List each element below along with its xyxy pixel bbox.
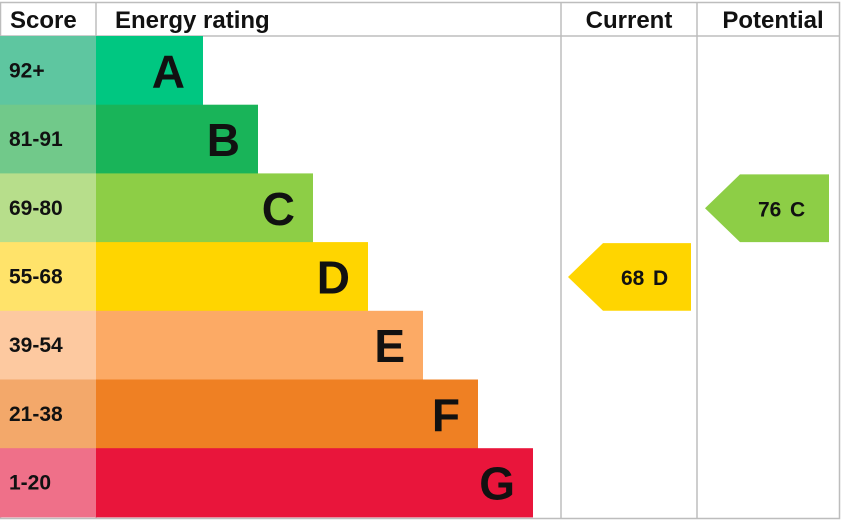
rating-letter: A [152,45,185,97]
header-potential: Potential [722,7,823,34]
potential-rating-arrow-shape [705,174,829,243]
score-cell [0,173,96,243]
band-F: 21-38 F [0,379,478,449]
score-cell [0,310,96,380]
rating-bar [96,36,203,106]
current-rating-arrow-letter: D [653,267,668,290]
rating-bar [96,173,313,243]
score-cell [0,379,96,449]
band-E: 39-54 E [0,310,423,380]
rating-letter: E [374,320,405,372]
rating-letter: G [479,458,515,510]
band-B: 81-91 B [0,104,258,174]
potential-rating-arrow-letter: C [790,198,805,221]
score-label: 55-68 [9,265,63,288]
band-A: 92+ A [0,36,203,106]
score-label: 1-20 [9,472,51,495]
band-C: 69-80 C [0,173,313,243]
band-G: 1-20 G [0,448,533,518]
header-score: Score [10,7,77,34]
rating-bar [96,242,368,312]
rating-letter: F [432,389,460,441]
score-label: 39-54 [9,334,63,357]
rating-arrows: 68 D 76 C [568,174,829,311]
rating-bar [96,104,258,174]
rating-letter: C [262,183,295,235]
current-rating-arrow-value: 68 [621,267,645,290]
score-cell [0,448,96,518]
score-cell [0,242,96,312]
score-cell [0,104,96,174]
rating-letter: D [317,251,350,303]
rating-bar [96,379,478,449]
header-energy-rating: Energy rating [115,7,270,34]
score-label: 92+ [9,59,45,82]
potential-rating-arrow-value: 76 [758,198,781,221]
score-label: 81-91 [9,128,63,151]
rating-bar [96,448,533,518]
score-label: 21-38 [9,403,63,426]
rating-bar [96,310,423,380]
current-rating-arrow: 68 D [568,243,691,311]
bands: 92+ A 81-91 B 69-80 C 55-68 D 39-54 E 21-38 F 1-20 G [0,36,533,518]
potential-rating-arrow: 76 C [705,174,829,243]
score-cell [0,36,96,106]
rating-letter: B [207,114,240,166]
current-rating-arrow-shape [568,243,691,311]
band-D: 55-68 D [0,242,368,312]
header-current: Current [586,7,673,34]
score-label: 69-80 [9,197,63,220]
